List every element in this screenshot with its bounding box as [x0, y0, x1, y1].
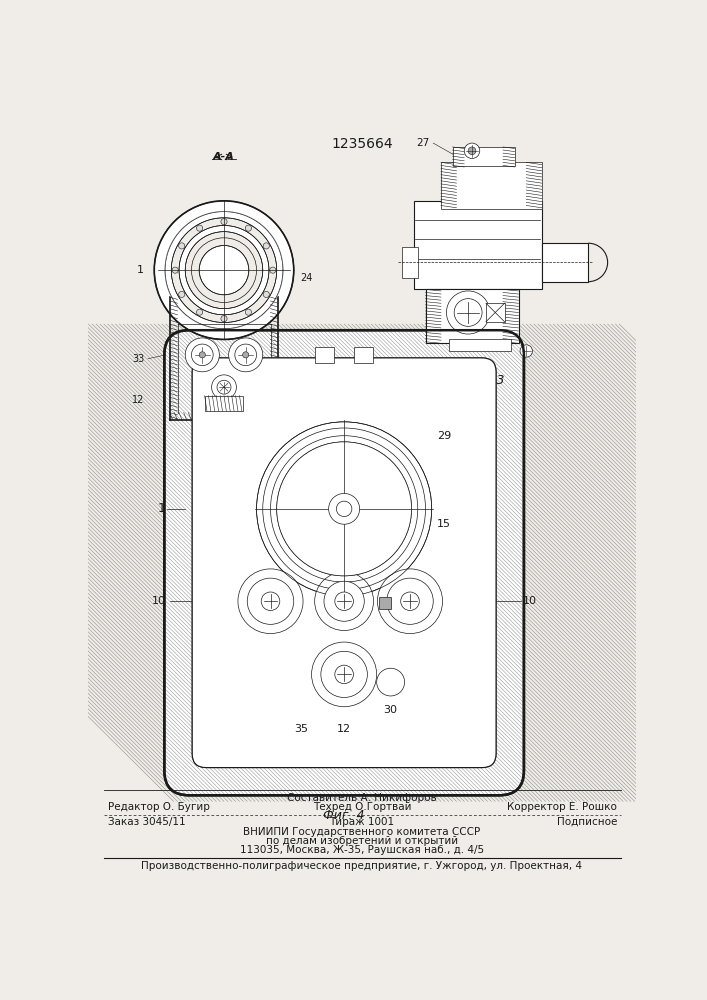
Bar [449, 339, 510, 351]
Circle shape [454, 299, 482, 326]
Circle shape [199, 246, 249, 295]
Circle shape [197, 309, 203, 315]
Circle shape [179, 243, 185, 249]
Text: 24: 24 [300, 273, 312, 283]
Circle shape [247, 578, 293, 624]
Text: 27: 27 [416, 138, 429, 148]
Circle shape [335, 592, 354, 610]
Circle shape [221, 219, 227, 225]
Circle shape [172, 267, 178, 273]
Bar [315, 347, 334, 363]
FancyBboxPatch shape [192, 358, 496, 768]
Bar [452, 147, 515, 166]
Text: 15: 15 [437, 519, 451, 529]
Circle shape [185, 338, 219, 372]
Bar [402, 247, 418, 278]
Circle shape [263, 291, 269, 297]
Circle shape [270, 267, 276, 273]
Text: 26: 26 [491, 157, 505, 167]
Circle shape [235, 344, 257, 366]
Bar [486, 303, 505, 322]
Text: 12: 12 [337, 724, 351, 734]
Circle shape [221, 316, 227, 322]
Circle shape [179, 291, 185, 297]
Circle shape [335, 665, 354, 684]
Text: 14: 14 [269, 415, 281, 425]
Text: 12: 12 [132, 395, 144, 405]
Text: Фиг. 2: Фиг. 2 [203, 436, 245, 449]
Circle shape [378, 569, 443, 634]
Text: Редактор О. Бугир: Редактор О. Бугир [107, 802, 209, 812]
Text: 34: 34 [383, 608, 397, 618]
Bar [441, 162, 542, 209]
Bar [542, 243, 588, 282]
Polygon shape [263, 428, 426, 590]
Circle shape [238, 569, 303, 634]
Text: 33: 33 [132, 354, 144, 364]
Circle shape [261, 592, 280, 610]
Circle shape [263, 243, 269, 249]
Text: 10: 10 [522, 596, 537, 606]
Text: 31: 31 [280, 392, 292, 402]
Circle shape [217, 380, 231, 394]
Bar [414, 201, 542, 289]
Text: 10: 10 [152, 596, 166, 606]
Text: 113035, Москва, Ж-35, Раушская наб., д. 4/5: 113035, Москва, Ж-35, Раушская наб., д. … [240, 845, 484, 855]
Polygon shape [179, 225, 269, 315]
Circle shape [329, 493, 360, 524]
Text: ВНИИПИ Государственного комитета СССР: ВНИИПИ Государственного комитета СССР [243, 827, 481, 837]
Text: Корректор Е. Рошко: Корректор Е. Рошко [507, 802, 617, 812]
Text: 30: 30 [384, 705, 397, 715]
Circle shape [520, 345, 532, 357]
Text: 1: 1 [158, 502, 166, 515]
Circle shape [464, 143, 480, 158]
Circle shape [337, 501, 352, 517]
Text: Подписное: Подписное [556, 817, 617, 827]
Text: А-А: А-А [213, 152, 235, 162]
Circle shape [228, 338, 263, 372]
Circle shape [377, 668, 404, 696]
Circle shape [245, 309, 252, 315]
Text: Б-Б: Б-Б [303, 426, 324, 436]
Circle shape [199, 352, 206, 358]
Bar [426, 289, 518, 343]
Circle shape [321, 651, 368, 698]
Text: 25: 25 [480, 150, 493, 160]
Text: Фиг. 3: Фиг. 3 [463, 374, 504, 387]
Circle shape [387, 578, 433, 624]
Text: Заказ 3045/11: Заказ 3045/11 [107, 817, 185, 827]
Polygon shape [154, 201, 293, 339]
FancyBboxPatch shape [164, 330, 524, 795]
Bar [204, 396, 243, 411]
Bar [379, 597, 391, 609]
Text: Производственно-полиграфическое предприятие, г. Ужгород, ул. Проектная, 4: Производственно-полиграфическое предприя… [141, 861, 583, 871]
Circle shape [243, 352, 249, 358]
Circle shape [315, 572, 373, 631]
Circle shape [211, 375, 236, 400]
Circle shape [257, 422, 432, 596]
Circle shape [324, 581, 364, 621]
FancyBboxPatch shape [192, 358, 496, 768]
Circle shape [468, 147, 476, 155]
Text: 1: 1 [137, 265, 144, 275]
Text: Составитель А. Никифоров: Составитель А. Никифоров [287, 793, 437, 803]
Circle shape [245, 225, 252, 231]
Circle shape [276, 442, 411, 576]
Polygon shape [165, 212, 283, 329]
Circle shape [401, 592, 419, 610]
Circle shape [312, 642, 377, 707]
Text: Тираж 1001: Тираж 1001 [329, 817, 395, 827]
Text: 29: 29 [437, 431, 451, 441]
Circle shape [197, 225, 203, 231]
Text: 35: 35 [295, 724, 308, 734]
Text: Фиг. 4: Фиг. 4 [323, 809, 365, 822]
Bar [354, 347, 373, 363]
Circle shape [192, 344, 213, 366]
Text: 1235664: 1235664 [332, 137, 394, 151]
Text: Техред О.Гортвай: Техред О.Гортвай [312, 802, 411, 812]
Text: по делам изобретений и открытий: по делам изобретений и открытий [266, 836, 458, 846]
